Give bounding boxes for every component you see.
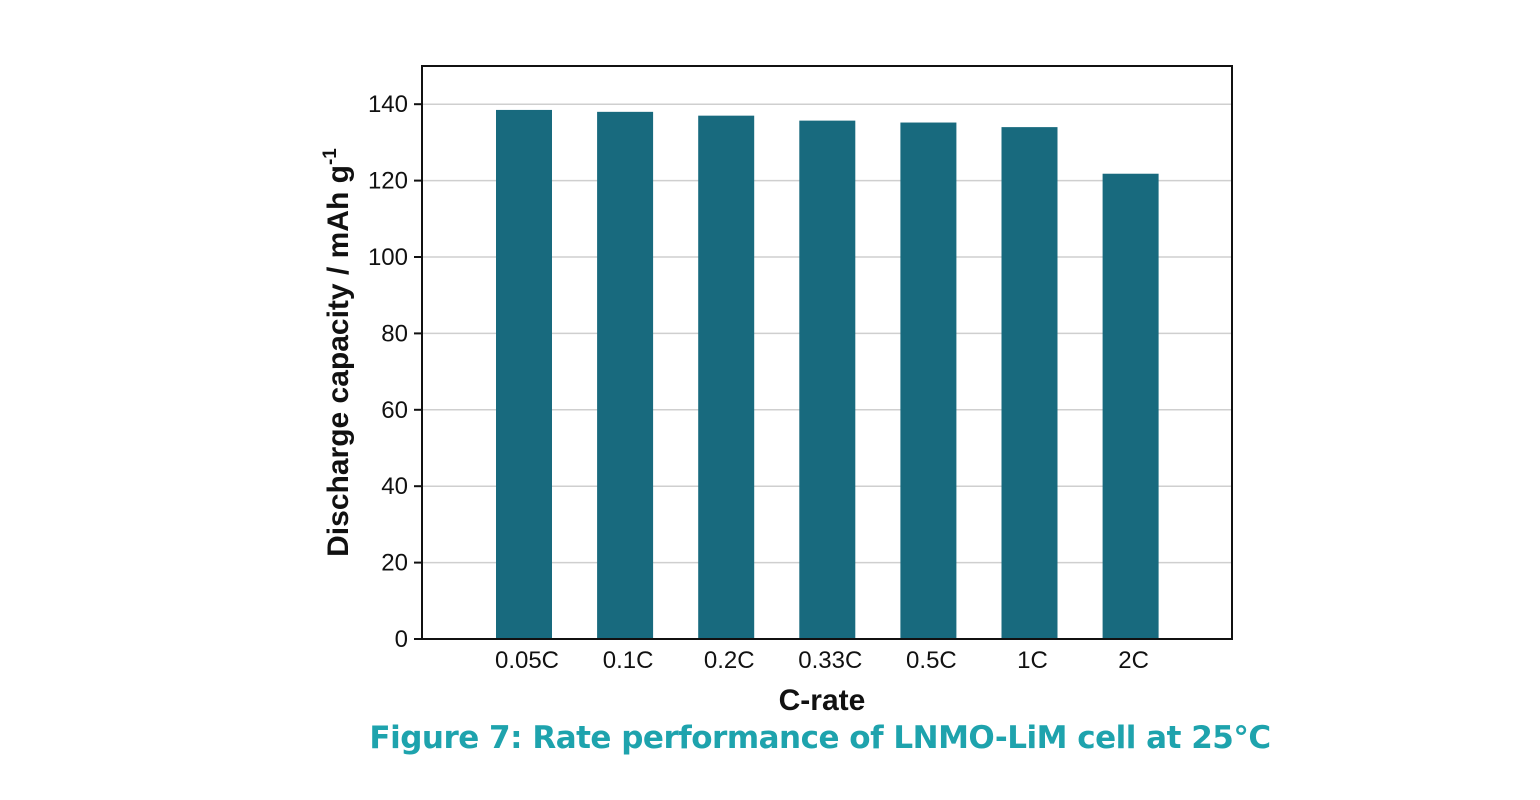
bar-0.33C [799, 120, 856, 640]
bar-0.5C [900, 122, 957, 639]
bar-0.2C [698, 115, 755, 639]
x-axis-title: C-rate [779, 684, 866, 717]
bar-2C [1102, 173, 1159, 639]
x-tick-label-0.5C: 0.5C [906, 647, 957, 674]
y-tick-label-140: 140 [368, 91, 408, 118]
bar-0.05C [496, 109, 552, 640]
y-tick-label-80: 80 [381, 320, 408, 347]
y-axis-title: Discharge capacity / mAh g-1 [320, 148, 355, 557]
x-tick-label-0.2C: 0.2C [704, 647, 755, 674]
y-tick-label-20: 20 [381, 550, 408, 577]
x-axis-title-text: C-rate [779, 684, 866, 717]
x-tick-label-0.1C: 0.1C [603, 647, 654, 674]
y-axis-title-superscript: -1 [320, 148, 341, 165]
y-tick-label-120: 120 [368, 168, 408, 195]
bars [496, 109, 1159, 640]
y-tick-label-100: 100 [368, 244, 408, 271]
bar-0.1C [597, 111, 654, 640]
x-tick-labels: 0.05C 0.1C 0.2C 0.33C 0.5C 1C 2C [495, 647, 1149, 674]
bar-1C [1001, 127, 1058, 640]
x-tick-label-2C: 2C [1118, 647, 1149, 674]
y-tick-label-60: 60 [381, 397, 408, 424]
x-tick-label-1C: 1C [1017, 647, 1048, 674]
x-tick-label-0.33C: 0.33C [798, 647, 862, 674]
y-tick-labels: 0 20 40 60 80 100 120 140 [368, 91, 422, 653]
figure-caption: Figure 7: Rate performance of LNMO-LiM c… [369, 720, 1271, 756]
y-axis-title-text: Discharge capacity / mAh g [322, 165, 355, 557]
y-tick-label-40: 40 [381, 473, 408, 500]
y-tick-label-0: 0 [395, 626, 408, 653]
plot-frame [421, 65, 1233, 640]
x-tick-label-0.05C: 0.05C [495, 647, 559, 674]
